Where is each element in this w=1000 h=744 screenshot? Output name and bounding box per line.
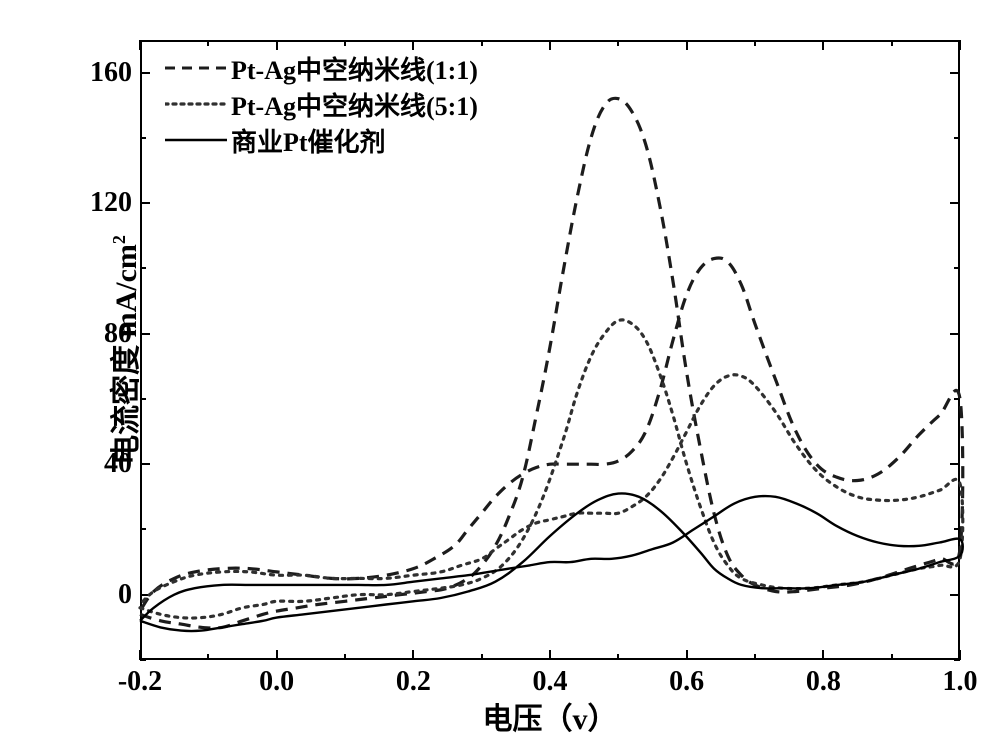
curves-svg [140, 40, 960, 660]
x-tick-label: 1.0 [943, 666, 978, 698]
x-tick-label: -0.2 [118, 666, 162, 698]
y-tick-label: 0 [118, 579, 132, 611]
x-tick-label: 0.8 [806, 666, 841, 698]
x-tick-label: 0.0 [259, 666, 294, 698]
x-axis-label: 电压（v） [483, 694, 618, 738]
x-tick-label: 0.4 [533, 666, 568, 698]
x-tick-label: 0.6 [669, 666, 704, 698]
series-path [140, 493, 963, 631]
series-path [140, 320, 963, 618]
y-axis-label: 电流密度 mA/cm2 [101, 235, 145, 465]
y-tick-label: 80 [104, 318, 132, 350]
y-label-text: 电流密度 mA/cm [110, 244, 143, 465]
cv-chart: 电流密度 mA/cm2 电压（v） 0 40 80 120 160 -0.2 0.0 0.2… [0, 0, 1000, 744]
series-path [140, 98, 963, 628]
y-tick-label: 120 [90, 187, 132, 219]
y-tick-label: 40 [104, 448, 132, 480]
x-tick-label: 0.2 [396, 666, 431, 698]
y-label-sup: 2 [109, 235, 129, 244]
y-tick-label: 160 [90, 57, 132, 89]
